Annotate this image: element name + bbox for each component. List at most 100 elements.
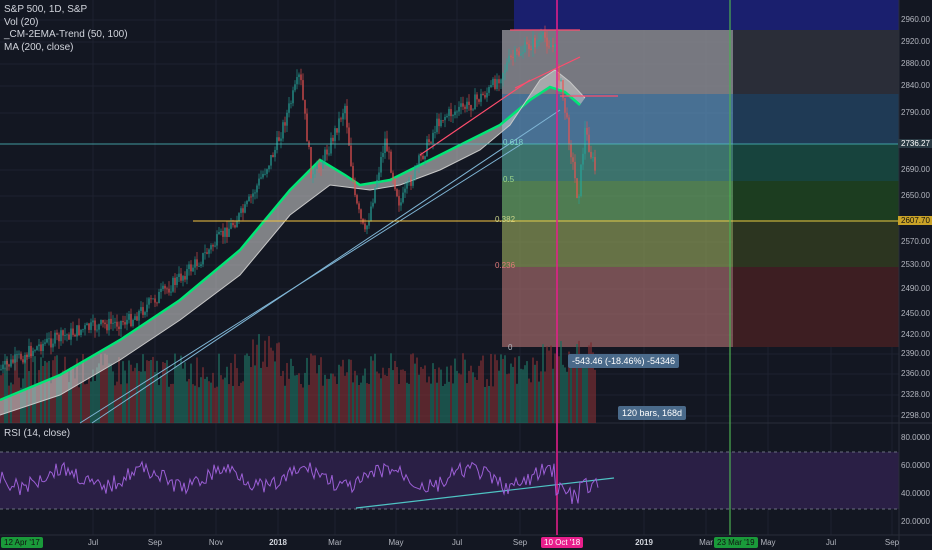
legend-vol[interactable]: Vol (20) xyxy=(4,16,39,28)
volume-bar xyxy=(104,353,106,423)
volume-bar xyxy=(538,381,540,423)
fib-zone-teal-ext xyxy=(733,144,899,181)
legend-ma[interactable]: MA (200, close) xyxy=(4,41,74,53)
candle-body xyxy=(428,139,430,143)
candle-body xyxy=(540,34,542,40)
volume-bar xyxy=(586,360,588,423)
fib-zone-teal xyxy=(502,144,733,181)
candle-body xyxy=(448,109,450,116)
candle-body xyxy=(276,137,278,150)
ema-fast-line xyxy=(0,85,581,402)
candle-body xyxy=(412,179,414,186)
volume-bar xyxy=(574,365,576,423)
rsi-tick-label: 80.0000 xyxy=(901,433,930,442)
volume-bar xyxy=(358,385,360,423)
fib-zone-blue-ext xyxy=(733,94,899,144)
candle-body xyxy=(444,116,446,121)
candle-body xyxy=(426,139,428,157)
legend-rsi[interactable]: RSI (14, close) xyxy=(4,428,71,439)
volume-bar xyxy=(578,340,580,423)
candle-body xyxy=(512,57,514,58)
candle-body xyxy=(366,225,368,230)
volume-bar xyxy=(318,365,320,423)
volume-bar xyxy=(518,356,520,423)
fib-zone-olive xyxy=(502,222,733,267)
volume-bar xyxy=(498,370,500,423)
volume-bar xyxy=(402,369,404,423)
candle-body xyxy=(180,273,182,281)
volume-bar xyxy=(118,357,120,423)
candle-body xyxy=(376,179,378,188)
candle-body xyxy=(484,95,486,98)
volume-bar xyxy=(482,355,484,423)
volume-bar xyxy=(242,381,244,423)
candle-body xyxy=(408,179,410,183)
volume-bar xyxy=(310,353,312,423)
fib-zone-blue xyxy=(502,94,733,144)
volume-bar xyxy=(468,370,470,423)
candle-body xyxy=(62,330,64,336)
candle-body xyxy=(474,94,476,110)
candle-body xyxy=(26,355,28,357)
symbol-title[interactable]: S&P 500, 1D, S&P xyxy=(4,4,88,15)
candle-body xyxy=(316,164,318,169)
candle-body xyxy=(298,74,300,78)
volume-bar xyxy=(94,380,96,423)
candle-body xyxy=(462,103,464,107)
volume-bar xyxy=(416,357,418,423)
candle-body xyxy=(174,277,176,286)
volume-bar xyxy=(364,368,366,423)
candle-body xyxy=(162,285,164,289)
time-tick-label: Jul xyxy=(825,538,837,547)
volume-bar xyxy=(92,369,94,423)
candle-body xyxy=(222,230,224,237)
volume-bar xyxy=(580,361,582,423)
candle-body xyxy=(546,37,548,47)
candle-body xyxy=(154,298,156,303)
candle-body xyxy=(388,151,390,153)
volume-bar xyxy=(386,375,388,423)
candle-body xyxy=(326,149,328,155)
volume-bar xyxy=(530,382,532,423)
candle-body xyxy=(400,202,402,206)
volume-bar xyxy=(284,385,286,423)
volume-bar xyxy=(74,378,76,423)
candle-body xyxy=(542,32,544,35)
candle-body xyxy=(76,325,78,337)
volume-bar xyxy=(14,359,16,423)
time-tick-label: May xyxy=(388,538,404,547)
candle-body xyxy=(98,324,100,330)
candle-body xyxy=(168,288,170,293)
candle-body xyxy=(322,160,324,169)
volume-bar xyxy=(380,378,382,423)
candle-body xyxy=(256,185,258,193)
volume-bar xyxy=(194,385,196,423)
legend-trend[interactable]: _CM-2EMA-Trend (50, 100) xyxy=(4,29,128,40)
volume-bar xyxy=(548,350,550,423)
volume-bar xyxy=(240,382,242,423)
volume-bar xyxy=(180,355,182,423)
candle-body xyxy=(314,168,316,175)
volume-bar xyxy=(540,371,542,423)
candle-body xyxy=(14,354,16,363)
candle-body xyxy=(450,109,452,117)
candle-body xyxy=(244,204,246,213)
volume-bar xyxy=(426,382,428,423)
volume-bar xyxy=(122,361,124,423)
volume-bar xyxy=(116,381,118,423)
volume-bar xyxy=(88,377,90,423)
volume-bar xyxy=(244,355,246,423)
volume-bar xyxy=(224,377,226,423)
candle-body xyxy=(374,187,376,203)
candle-body xyxy=(20,353,22,360)
candle-body xyxy=(224,227,226,237)
volume-bar xyxy=(356,375,358,423)
candle-body xyxy=(386,138,388,152)
volume-bar xyxy=(382,367,384,423)
volume-bar xyxy=(130,364,132,423)
candle-body xyxy=(290,103,292,105)
candle-body xyxy=(332,137,334,142)
candle-body xyxy=(438,118,440,127)
